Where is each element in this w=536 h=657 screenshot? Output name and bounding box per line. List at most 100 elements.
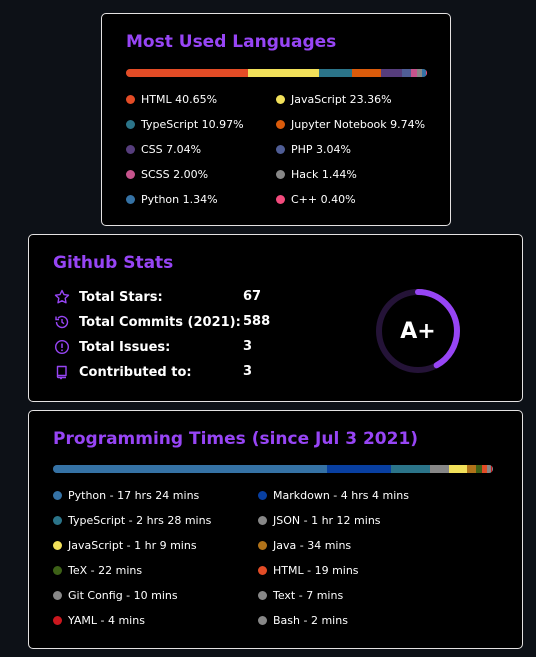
color-dot-icon xyxy=(53,491,62,500)
time-legend-item: Python - 17 hrs 24 mins xyxy=(53,489,199,502)
language-legend-item: SCSS 2.00% xyxy=(126,168,208,181)
time-legend-label: Java - 34 mins xyxy=(273,539,352,552)
color-dot-icon xyxy=(258,591,267,600)
bar-segment xyxy=(489,465,492,473)
stat-row-commits: Total Commits (2021): xyxy=(53,311,241,333)
time-legend-item: Java - 34 mins xyxy=(258,539,351,552)
history-icon xyxy=(53,313,71,331)
color-dot-icon xyxy=(53,541,62,550)
color-dot-icon xyxy=(276,170,285,179)
color-dot-icon xyxy=(53,591,62,600)
stat-row-contributed: Contributed to: xyxy=(53,361,192,383)
color-dot-icon xyxy=(276,195,285,204)
times-progress-bar xyxy=(53,465,493,473)
stat-value-stars: 67 xyxy=(243,289,262,304)
time-legend-item: HTML - 19 mins xyxy=(258,564,359,577)
language-legend-item: TypeScript 10.97% xyxy=(126,118,244,131)
language-legend-label: C++ 0.40% xyxy=(291,193,356,206)
color-dot-icon xyxy=(126,170,135,179)
languages-card: Most Used Languages HTML 40.65% JavaScrip… xyxy=(101,13,451,226)
stat-label: Total Issues: xyxy=(79,339,171,355)
bar-segment xyxy=(391,465,431,473)
color-dot-icon xyxy=(258,566,267,575)
stat-row-issues: Total Issues: xyxy=(53,336,170,358)
color-dot-icon xyxy=(258,541,267,550)
color-dot-icon xyxy=(53,516,62,525)
language-legend-label: JavaScript 23.36% xyxy=(291,93,392,106)
bar-segment xyxy=(421,69,426,77)
time-legend-label: TeX - 22 mins xyxy=(68,564,143,577)
time-legend-label: JavaScript - 1 hr 9 mins xyxy=(68,539,197,552)
color-dot-icon xyxy=(276,95,285,104)
bar-segment xyxy=(467,465,477,473)
time-legend-item: TeX - 22 mins xyxy=(53,564,142,577)
time-legend-label: Bash - 2 mins xyxy=(273,614,348,627)
time-legend-item: TypeScript - 2 hrs 28 mins xyxy=(53,514,211,527)
bar-segment xyxy=(486,465,490,473)
language-legend-label: SCSS 2.00% xyxy=(141,168,209,181)
stat-label: Total Commits (2021): xyxy=(79,314,241,330)
github-stats-card: Github Stats Total Stars: 67 Total Commi… xyxy=(28,234,523,402)
language-legend-item: Python 1.34% xyxy=(126,193,218,206)
bar-segment xyxy=(481,465,487,473)
time-legend-label: Text - 7 mins xyxy=(273,589,344,602)
bar-segment xyxy=(492,465,493,473)
time-legend-label: TypeScript - 2 hrs 28 mins xyxy=(68,514,212,527)
time-legend-item: Git Config - 10 mins xyxy=(53,589,178,602)
color-dot-icon xyxy=(276,120,285,129)
language-legend-item: PHP 3.04% xyxy=(276,143,351,156)
language-legend-label: PHP 3.04% xyxy=(291,143,351,156)
language-legend-item: Jupyter Notebook 9.74% xyxy=(276,118,425,131)
languages-title: Most Used Languages xyxy=(126,32,337,52)
language-legend-item: JavaScript 23.36% xyxy=(276,93,392,106)
language-legend-label: Jupyter Notebook 9.74% xyxy=(291,118,426,131)
time-legend-item: Text - 7 mins xyxy=(258,589,343,602)
color-dot-icon xyxy=(126,95,135,104)
bar-segment xyxy=(476,465,482,473)
bar-segment xyxy=(126,69,249,77)
time-legend-label: YAML - 4 mins xyxy=(68,614,145,627)
color-dot-icon xyxy=(53,566,62,575)
bar-segment xyxy=(351,69,382,77)
time-legend-item: Markdown - 4 hrs 4 mins xyxy=(258,489,409,502)
stat-value-commits: 588 xyxy=(243,314,271,329)
color-dot-icon xyxy=(126,145,135,154)
stat-label: Total Stars: xyxy=(79,289,163,305)
rank-grade: A+ xyxy=(400,318,436,344)
time-legend-item: JSON - 1 hr 12 mins xyxy=(258,514,381,527)
time-legend-label: JSON - 1 hr 12 mins xyxy=(273,514,381,527)
bar-segment xyxy=(318,69,352,77)
time-legend-label: Python - 17 hrs 24 mins xyxy=(68,489,200,502)
stat-value-contributed: 3 xyxy=(243,364,253,379)
language-legend-item: Hack 1.44% xyxy=(276,168,357,181)
language-legend-label: CSS 7.04% xyxy=(141,143,202,156)
time-legend-label: HTML - 19 mins xyxy=(273,564,359,577)
color-dot-icon xyxy=(258,516,267,525)
language-legend-item: C++ 0.40% xyxy=(276,193,356,206)
time-legend-item: Bash - 2 mins xyxy=(258,614,348,627)
stat-label: Contributed to: xyxy=(79,364,192,380)
color-dot-icon xyxy=(126,120,135,129)
bar-segment xyxy=(381,69,403,77)
stat-row-stars: Total Stars: xyxy=(53,286,163,308)
programming-times-card: Programming Times (since Jul 3 2021) Pyt… xyxy=(28,410,523,649)
bar-segment xyxy=(425,69,427,77)
repo-icon xyxy=(53,363,71,381)
bar-segment xyxy=(327,465,392,473)
bar-segment xyxy=(417,69,422,77)
rank-circle xyxy=(376,289,460,373)
time-legend-label: Markdown - 4 hrs 4 mins xyxy=(273,489,409,502)
language-legend-item: HTML 40.65% xyxy=(126,93,217,106)
bar-segment xyxy=(491,465,493,473)
bar-segment xyxy=(248,69,319,77)
language-legend-label: TypeScript 10.97% xyxy=(141,118,244,131)
language-legend-label: Hack 1.44% xyxy=(291,168,357,181)
times-title: Programming Times (since Jul 3 2021) xyxy=(53,429,419,449)
color-dot-icon xyxy=(258,491,267,500)
language-legend-item: CSS 7.04% xyxy=(126,143,201,156)
bar-segment xyxy=(411,69,418,77)
star-icon xyxy=(53,288,71,306)
language-legend-label: Python 1.34% xyxy=(141,193,218,206)
bar-segment xyxy=(449,465,468,473)
bar-segment xyxy=(53,465,328,473)
